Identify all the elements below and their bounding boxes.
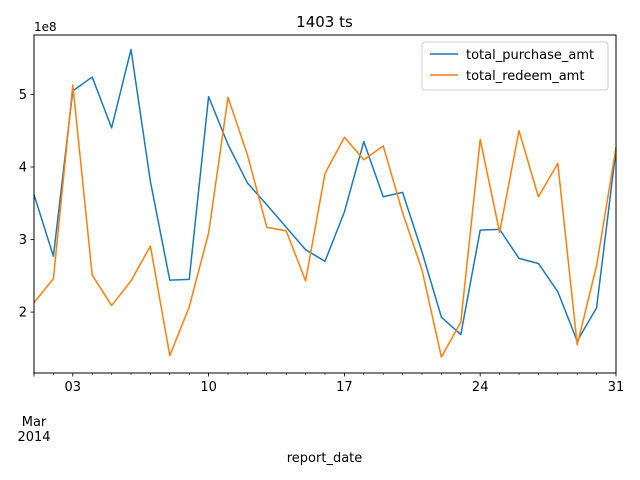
series-total-purchase-amt: [33, 48, 617, 342]
series-line-total-redeem-amt: [33, 84, 617, 358]
legend-label-purchase: total_purchase_amt: [466, 48, 594, 63]
plot-area-frame: [33, 34, 617, 374]
x-axis-label: report_date: [287, 451, 363, 466]
x-axis-ticks: Mar 2014 03 10 17 24 31: [17, 373, 624, 445]
legend-box: [421, 41, 609, 91]
x-tick-label: 24: [472, 380, 489, 395]
x-tick-label: 10: [200, 380, 217, 395]
y-tick-label: 2: [19, 306, 27, 321]
y-axis-ticks: 2 3 4 5: [19, 88, 34, 321]
x-tick-label: 03: [65, 380, 82, 395]
y-offset-label: 1e8: [34, 20, 57, 34]
y-tick-label: 4: [19, 161, 27, 176]
x-tick-label: Mar 2014: [17, 415, 50, 445]
legend: total_purchase_amt total_redeem_amt: [421, 41, 609, 91]
series-lines: [33, 48, 617, 358]
y-tick-label: 3: [19, 233, 27, 248]
legend-label-redeem: total_redeem_amt: [466, 69, 584, 84]
x-tick-label: 17: [336, 380, 353, 395]
y-tick-label: 5: [19, 88, 27, 103]
x-tick-label: 31: [608, 380, 625, 395]
chart-title: 1403 ts: [296, 13, 353, 31]
series-total-redeem-amt: [33, 84, 617, 358]
series-line-total-purchase-amt: [33, 48, 617, 342]
